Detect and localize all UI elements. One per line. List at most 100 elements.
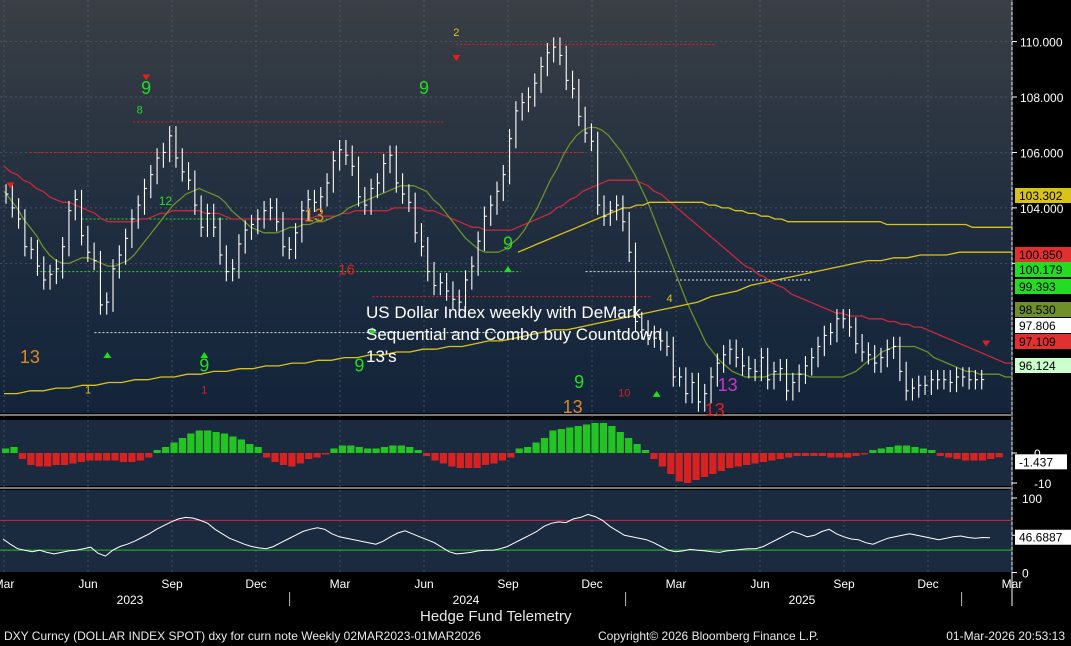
oscillator-tick-label: 0 — [1022, 567, 1029, 581]
demark-count-label: 9 — [503, 233, 513, 253]
demark-labels: 13 1 9 8 12 9 1 13 16 9 9 2 9 9 13 10 4 13 13 — [6, 27, 991, 420]
histogram-bar — [439, 453, 448, 464]
oscillator-last-badge — [1015, 529, 1071, 545]
histogram-bar — [305, 453, 313, 459]
signal-arrow — [452, 54, 461, 61]
oscillator-line — [0, 513, 1012, 557]
histogram-bar — [10, 447, 18, 453]
histogram-bar — [902, 445, 911, 453]
price-bars — [5, 37, 985, 412]
histogram-bar — [18, 453, 27, 459]
histogram-bar — [490, 453, 498, 464]
histogram-bar — [852, 453, 860, 456]
histogram-bar — [566, 427, 574, 453]
demark-count-label: 1 — [201, 385, 207, 397]
histogram-bar — [919, 448, 928, 453]
x-axis: Mar Jun Sep Dec Mar Jun Sep Dec Mar Jun Sep Dec Mar 2… — [0, 577, 1022, 607]
histogram-bar — [515, 448, 523, 453]
price-panel-bg — [0, 0, 1012, 413]
demark-count-label: 13 — [563, 397, 583, 417]
oscillator-panel-bg — [0, 490, 1012, 572]
histogram-bar — [793, 453, 801, 456]
year-label: 2025 — [789, 593, 816, 607]
histogram-bar — [700, 453, 709, 477]
demark-count-label: 1 — [85, 385, 91, 397]
histogram-bar — [246, 444, 254, 453]
histogram-bar — [229, 436, 237, 453]
demark-count-label: 13 — [705, 400, 725, 420]
histogram-bar — [321, 453, 330, 455]
moving-averages — [3, 126, 1013, 395]
histogram-bar — [945, 453, 953, 458]
footer-copyright: Copyright© 2026 Bloomberg Finance L.P. — [598, 629, 819, 643]
histogram-bar — [894, 445, 902, 453]
signal-arrow — [652, 390, 661, 397]
histogram-bar — [288, 453, 296, 467]
histogram-bar — [355, 447, 363, 453]
x-tick-label: Jun — [750, 577, 769, 591]
year-label: 2023 — [117, 593, 144, 607]
moving-average-line — [3, 165, 1012, 364]
histogram-bar — [145, 453, 153, 458]
histogram-bar — [625, 438, 633, 453]
histogram-bar — [827, 453, 835, 458]
histogram-bar — [911, 447, 919, 453]
demark-count-label: 10 — [618, 387, 630, 399]
histogram-bar — [44, 453, 52, 467]
value-badge — [1015, 302, 1071, 317]
histogram-bar — [103, 453, 111, 461]
histogram-bar — [717, 453, 725, 471]
x-tick-label: Sep — [161, 577, 183, 591]
demark-count-label: 2 — [453, 27, 459, 39]
histogram-bar — [389, 445, 397, 453]
signal-arrow — [103, 352, 112, 359]
histogram-bar — [524, 447, 532, 453]
value-badge — [1015, 334, 1071, 349]
signal-arrow — [142, 74, 151, 81]
histogram-tick-label: -10 — [1034, 477, 1052, 491]
value-badge-text: 100.850 — [1019, 248, 1063, 262]
value-badge-text: 97.109 — [1019, 335, 1056, 349]
histogram-bar — [591, 423, 599, 453]
histogram-bar — [380, 447, 389, 453]
histogram-bar — [776, 453, 784, 459]
value-badge — [1015, 358, 1071, 373]
histogram-bar — [338, 445, 347, 453]
histogram-bar — [709, 453, 717, 474]
price-tick-label: 108.000 — [1020, 91, 1064, 105]
x-tick-label: Jun — [78, 577, 97, 591]
histogram-bar — [818, 453, 826, 456]
demark-count-label: 9 — [574, 372, 584, 392]
histogram-bar — [675, 453, 683, 482]
signal-arrow — [368, 327, 377, 334]
value-badge — [1015, 279, 1071, 294]
x-tick-label: Dec — [917, 577, 938, 591]
histogram-bar — [271, 453, 279, 462]
demark-count-label: 12 — [159, 194, 173, 208]
x-tick-label: Dec — [245, 577, 266, 591]
histogram-bar — [641, 450, 650, 453]
value-badge — [1015, 262, 1071, 277]
histogram-bar — [557, 429, 565, 453]
value-badge-text: 96.124 — [1019, 359, 1056, 373]
histogram-bar — [886, 447, 894, 453]
histogram-bar — [869, 450, 877, 453]
value-badge-text: 98.530 — [1019, 303, 1056, 317]
footer-timestamp: 01-Mar-2026 20:53:13 — [946, 629, 1065, 643]
watermark-text: Hedge Fund Telemetry — [420, 608, 572, 625]
histogram-bar — [77, 453, 86, 462]
demark-count-label: 13 — [304, 206, 324, 226]
demark-count-label: 13 — [20, 347, 40, 367]
histogram-bar — [928, 450, 936, 453]
demark-count-label: 4 — [666, 293, 672, 305]
histogram-bar — [220, 433, 229, 453]
signal-arrow — [6, 182, 15, 189]
x-tick-label: Dec — [581, 577, 602, 591]
histogram-bar — [263, 453, 271, 458]
oscillator-series-line — [2, 513, 991, 557]
histogram-bar — [330, 448, 338, 453]
histogram-bar — [498, 453, 507, 461]
histogram-tick-label: 0 — [1034, 447, 1041, 461]
moving-average-line — [4, 251, 1012, 395]
